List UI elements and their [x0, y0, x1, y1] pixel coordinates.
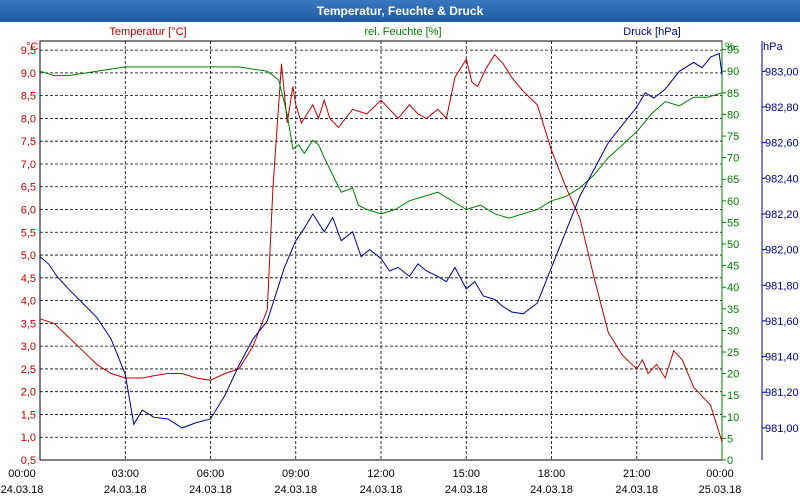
x-tick-date-label: 24.03.18 — [1, 484, 44, 496]
humidity-tick-label: 80 — [727, 109, 739, 121]
pressure-tick-label: 981,00 — [765, 423, 799, 435]
temperature-tick-label: 9,5 — [21, 45, 36, 57]
pressure-tick-label: 983,00 — [765, 66, 799, 78]
humidity-tick-label: 10 — [727, 412, 739, 424]
temperature-tick-label: 3,5 — [21, 318, 36, 330]
pressure-tick-label: 982,40 — [765, 173, 799, 185]
humidity-tick-label: 5 — [727, 433, 733, 445]
x-tick-date-label: 24.03.18 — [189, 484, 232, 496]
temperature-tick-label: 1,5 — [21, 409, 36, 421]
pressure-tick-label: 981,80 — [765, 280, 799, 292]
humidity-tick-label: 95 — [727, 45, 739, 57]
temperature-tick-label: 5,0 — [21, 250, 36, 262]
temperature-tick-label: 8,5 — [21, 91, 36, 103]
temperature-tick-label: 3,0 — [21, 341, 36, 353]
x-tick-date-label: 24.03.18 — [274, 484, 317, 496]
humidity-tick-label: 35 — [727, 304, 739, 316]
humidity-tick-label: 15 — [727, 390, 739, 402]
humidity-tick-label: 30 — [727, 325, 739, 337]
pressure-series-label: Druck [hPa] — [623, 26, 680, 38]
window-title: Temperatur, Feuchte & Druck — [0, 0, 800, 22]
x-tick-time-label: 12:00 — [367, 468, 395, 480]
temperature-tick-label: 9,0 — [21, 68, 36, 80]
x-tick-date-label: 24.03.18 — [104, 484, 147, 496]
humidity-tick-label: 20 — [727, 369, 739, 381]
temperature-tick-label: 0,5 — [21, 455, 36, 467]
x-tick-date-label: 24.03.18 — [360, 484, 403, 496]
temperature-series-label: Temperatur [°C] — [109, 26, 186, 38]
x-tick-time-label: 15:00 — [452, 468, 480, 480]
humidity-series-line — [39, 66, 723, 219]
temperature-tick-label: 7,5 — [21, 136, 36, 148]
temperature-tick-label: 7,0 — [21, 159, 36, 171]
pressure-tick-label: 981,40 — [765, 352, 799, 364]
x-tick-time-label: 00:00 — [8, 468, 36, 480]
humidity-tick-label: 50 — [727, 239, 739, 251]
temperature-unit-label: °C — [26, 41, 38, 53]
temperature-tick-label: 6,5 — [21, 182, 36, 194]
pressure-tick-label: 982,20 — [765, 209, 799, 221]
pressure-series-line — [39, 52, 723, 429]
humidity-tick-label: 65 — [727, 174, 739, 186]
temperature-series-line — [39, 53, 723, 442]
humidity-unit-label: % — [725, 41, 735, 53]
humidity-series-label: rel. Feuchte [%] — [364, 26, 441, 38]
humidity-tick-label: 25 — [727, 347, 739, 359]
temperature-tick-label: 5,5 — [21, 227, 36, 239]
x-tick-date-label: 24.03.18 — [615, 484, 658, 496]
humidity-tick-label: 70 — [727, 153, 739, 165]
x-tick-time-label: 18:00 — [538, 468, 566, 480]
humidity-tick-label: 55 — [727, 217, 739, 229]
temperature-tick-label: 1,0 — [21, 432, 36, 444]
humidity-tick-label: 90 — [727, 66, 739, 78]
pressure-tick-label: 981,20 — [765, 387, 799, 399]
humidity-tick-label: 0 — [727, 455, 733, 467]
humidity-tick-label: 60 — [727, 196, 739, 208]
humidity-tick-label: 85 — [727, 88, 739, 100]
temperature-tick-label: 8,0 — [21, 113, 36, 125]
temperature-tick-label: 2,0 — [21, 387, 36, 399]
x-tick-time-label: 00:00 — [706, 468, 734, 480]
humidity-tick-label: 75 — [727, 131, 739, 143]
temperature-tick-label: 4,5 — [21, 273, 36, 285]
temperature-tick-label: 2,5 — [21, 364, 36, 376]
x-tick-date-label: 24.03.18 — [445, 484, 488, 496]
x-tick-date-label: 24.03.18 — [530, 484, 573, 496]
pressure-tick-label: 982,80 — [765, 102, 799, 114]
humidity-tick-label: 40 — [727, 282, 739, 294]
x-tick-time-label: 06:00 — [197, 468, 225, 480]
pressure-tick-label: 981,60 — [765, 316, 799, 328]
x-tick-time-label: 03:00 — [111, 468, 139, 480]
x-tick-time-label: 21:00 — [623, 468, 651, 480]
humidity-tick-label: 45 — [727, 261, 739, 273]
pressure-tick-label: 982,00 — [765, 245, 799, 257]
pressure-unit-label: hPa — [763, 41, 783, 53]
x-tick-time-label: 09:00 — [282, 468, 310, 480]
temperature-tick-label: 6,0 — [21, 205, 36, 217]
temperature-tick-label: 4,0 — [21, 296, 36, 308]
pressure-tick-label: 982,60 — [765, 138, 799, 150]
x-tick-date-label: 25.03.18 — [699, 484, 742, 496]
